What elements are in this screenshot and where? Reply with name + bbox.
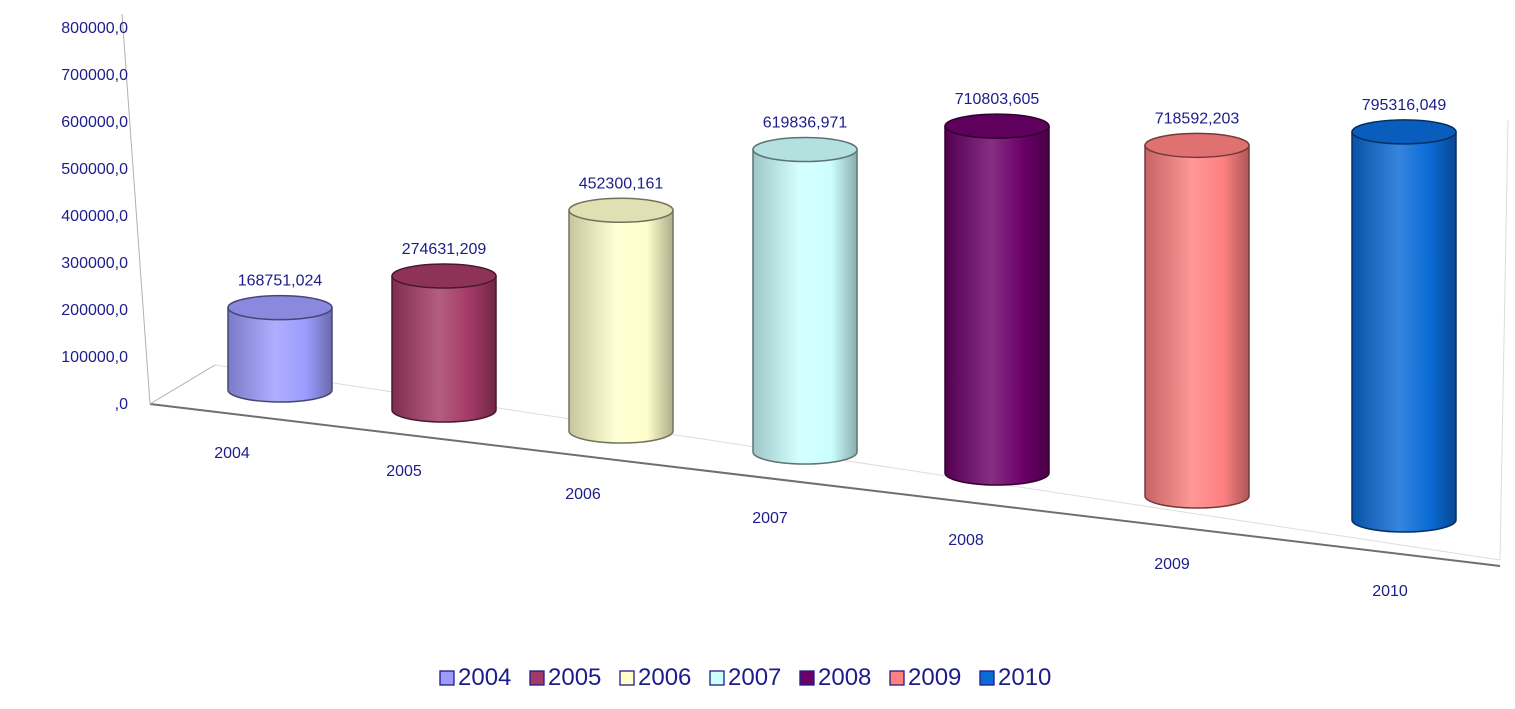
bar-body bbox=[391, 275, 497, 423]
legend-label: 2006 bbox=[638, 664, 691, 691]
legend-label: 2008 bbox=[818, 664, 871, 691]
bar-top bbox=[1144, 132, 1250, 159]
data-labels: 168751,024 274631,209 452300,161 619836,971… bbox=[238, 91, 1447, 290]
y-tick-label: 800000,0 bbox=[61, 20, 128, 37]
legend-item-2008: 2008 bbox=[799, 664, 871, 691]
data-label: 619836,971 bbox=[763, 115, 848, 132]
legend-swatch bbox=[439, 670, 455, 686]
bar-2009 bbox=[1144, 132, 1250, 509]
legend-label: 2010 bbox=[998, 664, 1051, 691]
data-label: 710803,605 bbox=[955, 91, 1040, 108]
legend-swatch bbox=[529, 670, 545, 686]
legend-item-2007: 2007 bbox=[709, 664, 781, 691]
bar-top bbox=[391, 263, 497, 289]
legend-item-2009: 2009 bbox=[889, 664, 961, 691]
bars bbox=[227, 113, 1457, 533]
data-label: 718592,203 bbox=[1155, 110, 1240, 127]
legend: 2004 2005 2006 2007 2008 2009 2010 bbox=[439, 664, 1051, 691]
data-label: 795316,049 bbox=[1362, 97, 1447, 114]
legend-swatch bbox=[799, 670, 815, 686]
legend-label: 2007 bbox=[728, 664, 781, 691]
legend-swatch bbox=[619, 670, 635, 686]
y-tick-label: 400000,0 bbox=[61, 208, 128, 225]
x-axis-front-edge bbox=[149, 403, 1501, 567]
x-tick-label: 2010 bbox=[1372, 583, 1408, 600]
legend-label: 2005 bbox=[548, 664, 601, 691]
bar-top bbox=[227, 294, 333, 321]
bar-top bbox=[1351, 119, 1457, 145]
x-tick-label: 2008 bbox=[948, 532, 984, 549]
x-tick-label: 2005 bbox=[386, 463, 422, 480]
y-axis-line bbox=[121, 13, 151, 405]
y-tick-label: ,0 bbox=[115, 396, 128, 413]
y-tick-label: 100000,0 bbox=[61, 349, 128, 366]
bar-body bbox=[1351, 131, 1457, 533]
bar-body bbox=[752, 148, 858, 465]
bar-body bbox=[1144, 144, 1250, 509]
data-label: 274631,209 bbox=[402, 241, 487, 258]
bar-2005 bbox=[391, 263, 497, 423]
back-wall-edge bbox=[1499, 119, 1509, 561]
y-tick-label: 500000,0 bbox=[61, 161, 128, 178]
floor-left-edge bbox=[149, 364, 216, 405]
data-label: 168751,024 bbox=[238, 273, 323, 290]
bar-2010 bbox=[1351, 119, 1457, 533]
legend-label: 2004 bbox=[458, 664, 511, 691]
legend-item-2005: 2005 bbox=[529, 664, 601, 691]
legend-label: 2009 bbox=[908, 664, 961, 691]
legend-swatch bbox=[889, 670, 905, 686]
x-tick-label: 2007 bbox=[752, 510, 788, 527]
legend-swatch bbox=[709, 670, 725, 686]
y-tick-label: 300000,0 bbox=[61, 255, 128, 272]
bar-top bbox=[568, 197, 674, 224]
bar-top bbox=[944, 113, 1050, 139]
bar-2006 bbox=[568, 197, 674, 444]
legend-item-2004: 2004 bbox=[439, 664, 511, 691]
x-tick-label: 2004 bbox=[214, 445, 250, 462]
legend-item-2006: 2006 bbox=[619, 664, 691, 691]
bar-2008 bbox=[944, 113, 1050, 486]
data-label: 452300,161 bbox=[579, 175, 664, 192]
bar-body bbox=[227, 306, 333, 403]
bar-top bbox=[752, 136, 858, 163]
x-tick-label: 2006 bbox=[565, 486, 601, 503]
y-tick-label: 600000,0 bbox=[61, 114, 128, 131]
legend-swatch bbox=[979, 670, 995, 686]
y-tick-label: 700000,0 bbox=[61, 67, 128, 84]
y-tick-label: 200000,0 bbox=[61, 302, 128, 319]
legend-item-2010: 2010 bbox=[979, 664, 1051, 691]
bar-body bbox=[944, 125, 1050, 486]
y-axis-ticks: ,0 100000,0 200000,0 300000,0 400000,0 500000… bbox=[61, 20, 128, 413]
x-tick-label: 2009 bbox=[1154, 556, 1190, 573]
x-axis-ticks: 2004 2005 2006 2007 2008 2009 2010 bbox=[214, 445, 1408, 600]
bar-2007 bbox=[752, 136, 858, 465]
bar-2004 bbox=[227, 294, 333, 403]
bar-body bbox=[568, 209, 674, 444]
